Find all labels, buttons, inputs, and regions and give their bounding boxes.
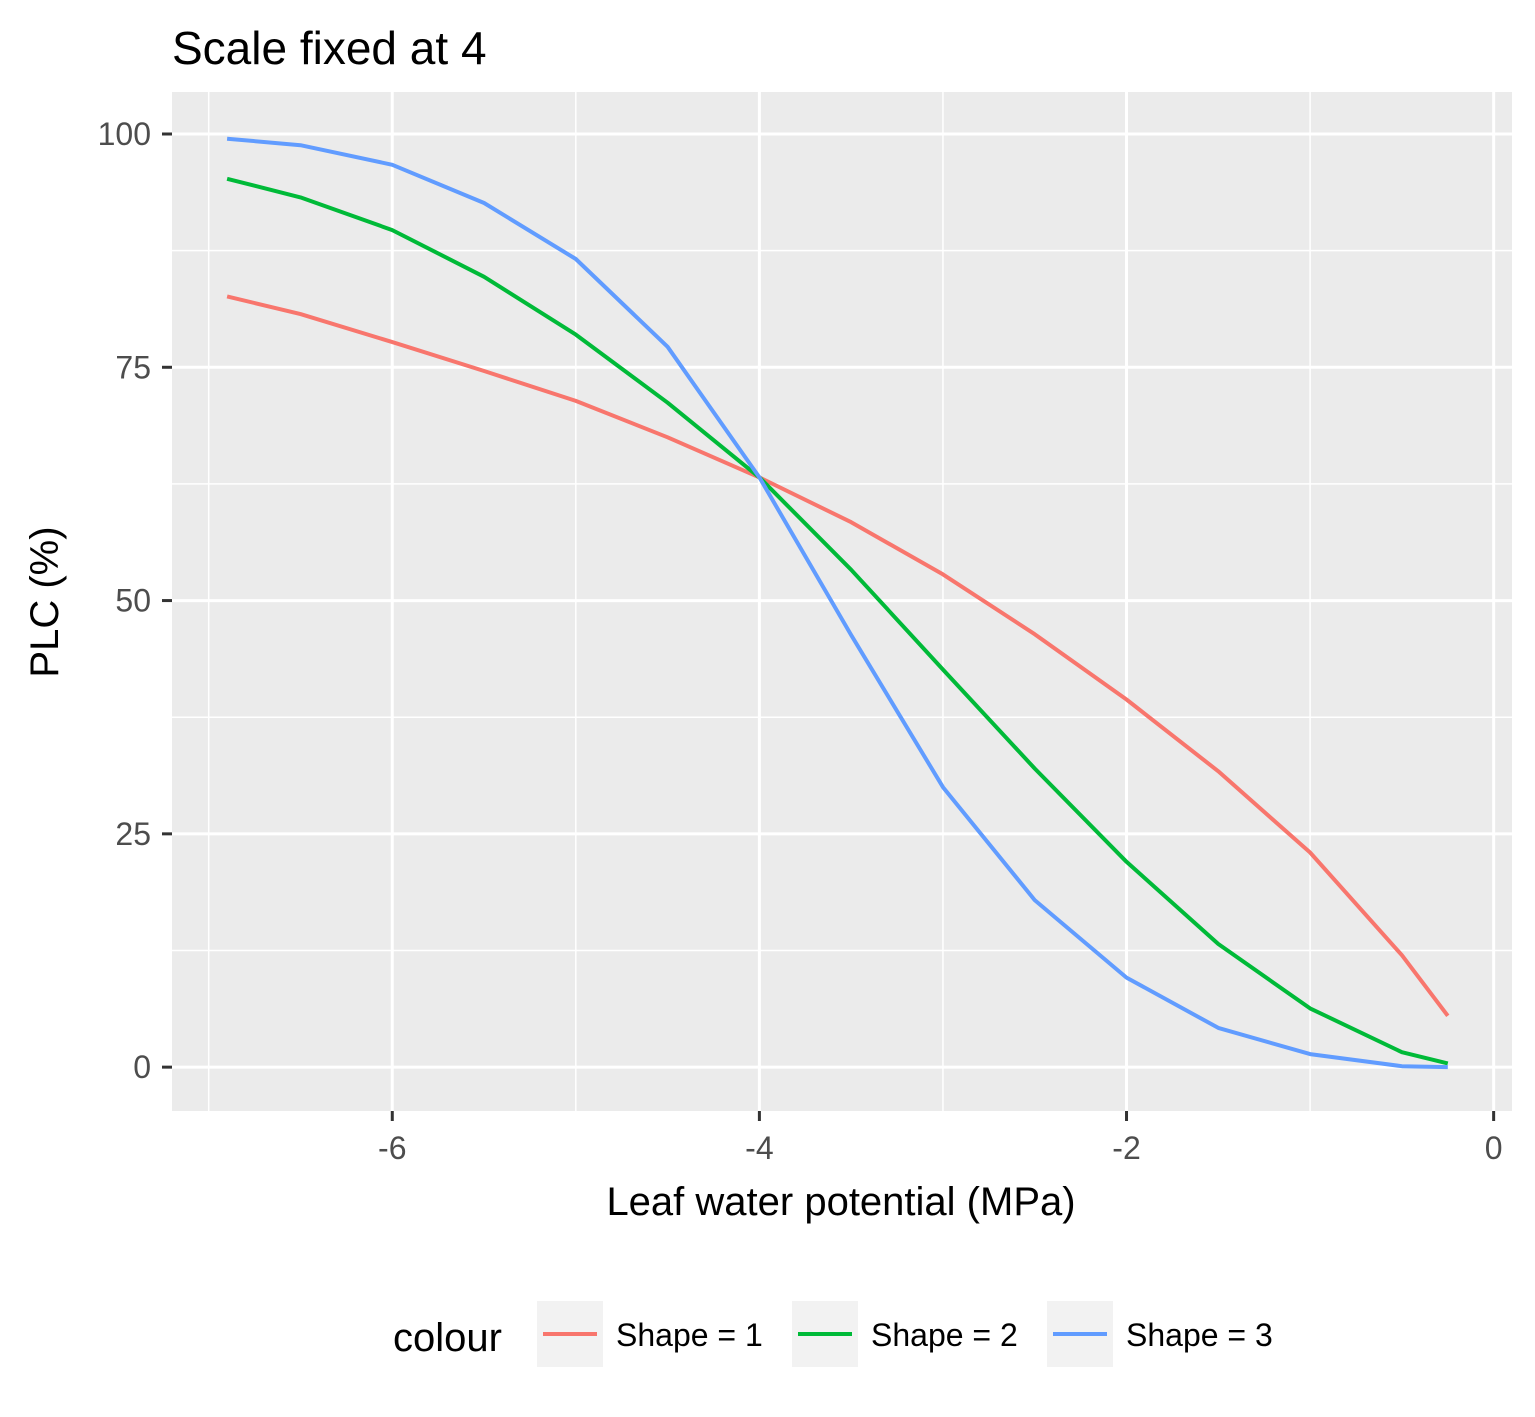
major-gridlines: [172, 92, 1512, 1111]
x-tick-label: -4: [745, 1130, 773, 1166]
legend: colour Shape = 1 Shape = 2 Shape = 3: [393, 1301, 1273, 1367]
legend-title: colour: [393, 1316, 502, 1360]
series-line-shape-1: [226, 294, 1450, 1018]
y-tick-label: 75: [115, 349, 151, 385]
legend-label: Shape = 3: [1126, 1317, 1273, 1353]
axes: -6 -4 -2 0 0 25 50 75 100: [98, 116, 1503, 1166]
y-tick-label: 25: [115, 816, 151, 852]
x-tick-label: 0: [1485, 1130, 1503, 1166]
x-tick-label: -2: [1112, 1130, 1140, 1166]
y-tick-label: 50: [115, 583, 151, 619]
chart-title: Scale fixed at 4: [172, 22, 487, 74]
y-tick-label: 100: [98, 116, 151, 152]
x-tick-label: -6: [378, 1130, 406, 1166]
y-axis-title: PLC (%): [23, 526, 67, 677]
y-tick-label: 0: [133, 1049, 151, 1085]
x-axis-title: Leaf water potential (MPa): [606, 1180, 1075, 1224]
legend-label: Shape = 2: [871, 1317, 1018, 1353]
series-line-shape-2: [226, 176, 1449, 1066]
series-line-shape-3: [226, 136, 1448, 1070]
legend-label: Shape = 1: [616, 1317, 763, 1353]
series-lines: [226, 136, 1450, 1070]
